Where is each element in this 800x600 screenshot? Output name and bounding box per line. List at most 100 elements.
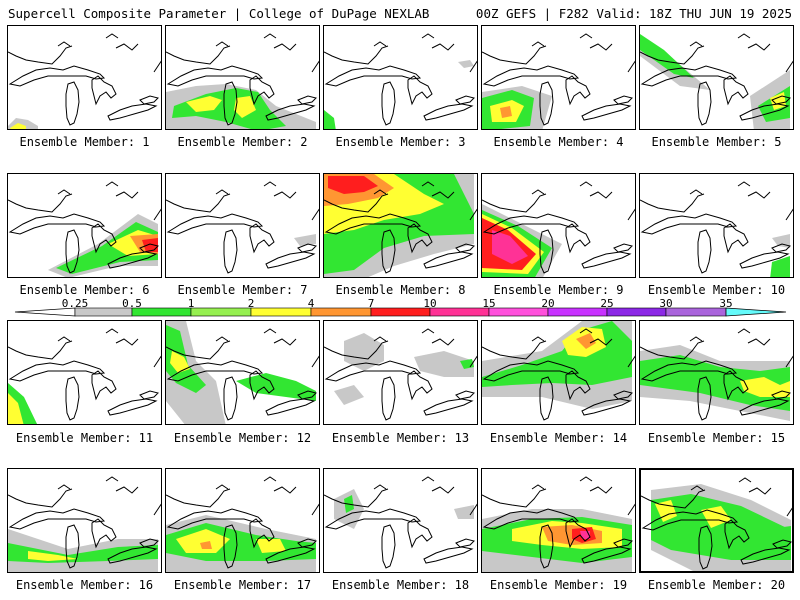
scp-contour-fill: [234, 96, 256, 118]
color-scale-tick-label: 35: [719, 297, 733, 310]
color-scale-segment: [310, 307, 372, 317]
scp-contour-fill: [8, 393, 24, 424]
ensemble-member-label: Ensemble Member: 11: [15, 431, 154, 445]
scp-contour-fill: [772, 234, 790, 248]
scp-map: [641, 477, 792, 571]
color-scale-tick-label: 1: [187, 297, 195, 310]
ensemble-member-panel: [323, 173, 478, 278]
scp-contour-fill: [500, 106, 512, 118]
scp-map: [482, 33, 635, 129]
color-scale-tick-label: 10: [423, 297, 437, 310]
scp-contour-fill: [10, 123, 26, 129]
ensemble-member-label: Ensemble Member: 15: [647, 431, 786, 445]
color-scale-tick-label: 30: [659, 297, 673, 310]
color-scale-segment: [665, 307, 727, 317]
boundary-lines: [8, 181, 161, 221]
scp-contour-fill: [186, 96, 222, 112]
ensemble-member-label: Ensemble Member: 20: [647, 578, 786, 592]
ensemble-member-panel: [481, 320, 636, 425]
scp-contour-fill: [458, 60, 474, 68]
boundary-lines: [640, 328, 793, 368]
ensemble-member-label: Ensemble Member: 9: [493, 283, 624, 297]
scp-map: [166, 321, 319, 424]
color-scale-bar: [14, 307, 787, 317]
scp-contour-fill: [761, 526, 791, 550]
scp-map: [640, 328, 793, 421]
ensemble-member-panel: [323, 468, 478, 573]
boundary-lines: [324, 33, 477, 73]
color-scale-segment: [370, 307, 431, 317]
color-scale-high-cap: [725, 307, 787, 317]
ensemble-member-label: Ensemble Member: 10: [647, 283, 786, 297]
scp-contour-fill: [576, 333, 596, 349]
ensemble-member-label: Ensemble Member: 1: [19, 135, 150, 149]
ensemble-member-label: Ensemble Member: 12: [173, 431, 312, 445]
scp-contour-fill: [344, 333, 384, 371]
boundary-lines: [482, 33, 635, 73]
great-lakes-outline: [640, 360, 791, 421]
scp-contour-fill: [324, 110, 336, 129]
scp-map: [482, 181, 635, 277]
scp-contour-fill: [328, 176, 378, 194]
great-lakes-outline: [324, 213, 475, 274]
valid-time-label: 00Z GEFS | F282 Valid: 18Z THU JUN 19 20…: [475, 6, 792, 21]
ensemble-member-label: Ensemble Member: 3: [335, 135, 466, 149]
scp-contour-fill: [142, 238, 158, 252]
scp-map: [324, 328, 477, 421]
color-scale-tick-label: 20: [541, 297, 555, 310]
ensemble-member-panel: [165, 468, 320, 573]
color-scale-tick-label: 0.5: [122, 297, 142, 310]
great-lakes-outline: [8, 360, 159, 421]
ensemble-member-panel: [165, 173, 320, 278]
boundary-lines: [482, 476, 635, 516]
scp-contour-fill: [170, 351, 190, 373]
scp-contour-fill: [166, 325, 206, 393]
color-scale-segment: [488, 307, 549, 317]
color-scale-segment: [606, 307, 667, 317]
great-lakes-outline: [641, 509, 792, 570]
scp-map: [640, 33, 793, 129]
scp-map: [166, 181, 319, 274]
scp-contour-fill: [256, 539, 286, 553]
boundary-lines: [641, 477, 792, 517]
scp-map: [8, 33, 161, 129]
ensemble-member-label: Ensemble Member: 16: [15, 578, 154, 592]
scp-contour-fill: [651, 494, 791, 560]
scp-map: [8, 476, 161, 572]
ensemble-member-label: Ensemble Member: 19: [489, 578, 628, 592]
scp-contour-fill: [176, 529, 230, 553]
boundary-lines: [324, 476, 477, 516]
great-lakes-outline: [8, 213, 159, 274]
ensemble-member-panel: [7, 25, 162, 130]
scp-map: [640, 181, 793, 277]
boundary-lines: [8, 328, 161, 368]
great-lakes-outline: [482, 213, 633, 274]
great-lakes-outline: [8, 508, 159, 569]
color-scale-segment: [250, 307, 312, 317]
color-scale-tick-label: 2: [247, 297, 255, 310]
great-lakes-outline: [324, 508, 475, 569]
boundary-lines: [8, 476, 161, 516]
scp-contour-fill: [770, 256, 790, 277]
ensemble-member-label: Ensemble Member: 5: [651, 135, 782, 149]
ensemble-member-label: Ensemble Member: 17: [173, 578, 312, 592]
color-scale-tick-label: 4: [307, 297, 315, 310]
ensemble-member-panel: [481, 25, 636, 130]
boundary-lines: [166, 33, 319, 73]
ensemble-member-label: Ensemble Member: 7: [177, 283, 308, 297]
ensemble-member-panel: [481, 173, 636, 278]
ensemble-member-panel: [7, 468, 162, 573]
color-scale-tick-label: 0.25: [61, 297, 89, 310]
ensemble-member-panel: [323, 25, 478, 130]
color-scale-segment: [429, 307, 490, 317]
boundary-lines: [166, 328, 319, 368]
scp-map: [8, 328, 161, 424]
ensemble-member-panel: [165, 25, 320, 130]
scp-contour-fill: [454, 505, 474, 519]
scp-contour-fill: [294, 234, 316, 246]
scp-contour-fill: [200, 541, 212, 549]
ensemble-member-label: Ensemble Member: 6: [19, 283, 150, 297]
scp-contour-fill: [172, 88, 286, 129]
ensemble-member-label: Ensemble Member: 4: [493, 135, 624, 149]
great-lakes-outline: [324, 65, 475, 126]
